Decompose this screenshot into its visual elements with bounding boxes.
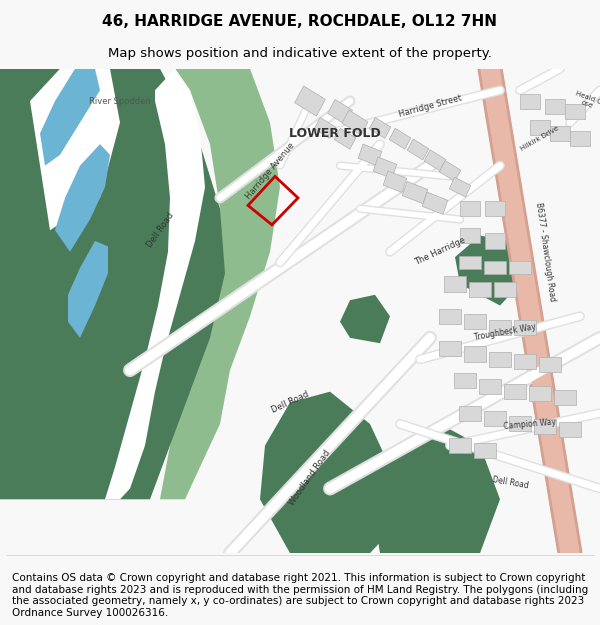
Bar	[554, 389, 576, 404]
Polygon shape	[455, 236, 520, 306]
Bar	[444, 276, 466, 291]
Polygon shape	[68, 241, 108, 338]
Text: 46, HARRIDGE AVENUE, ROCHDALE, OL12 7HN: 46, HARRIDGE AVENUE, ROCHDALE, OL12 7HN	[103, 14, 497, 29]
Bar	[545, 99, 565, 114]
Bar	[520, 94, 540, 109]
Text: LOWER FOLD: LOWER FOLD	[289, 127, 381, 140]
Bar	[295, 86, 325, 116]
Text: Harridge Avenue: Harridge Avenue	[244, 141, 296, 201]
Polygon shape	[105, 69, 205, 499]
Text: Hilkirk Drive: Hilkirk Drive	[520, 126, 560, 152]
Bar	[422, 192, 448, 214]
Bar	[383, 171, 407, 192]
Bar	[334, 128, 356, 149]
Polygon shape	[260, 392, 400, 553]
Text: Harridge Street: Harridge Street	[397, 94, 463, 119]
Bar	[474, 443, 496, 458]
Bar	[402, 181, 428, 204]
Polygon shape	[30, 69, 120, 230]
Bar	[485, 201, 505, 216]
Bar	[550, 126, 570, 141]
Text: Dell Road: Dell Road	[145, 211, 175, 249]
Bar	[485, 233, 505, 249]
Text: Map shows position and indicative extent of the property.: Map shows position and indicative extent…	[108, 48, 492, 61]
Bar	[539, 357, 561, 372]
Bar	[439, 341, 461, 356]
Bar	[509, 261, 531, 274]
Text: The Harridge: The Harridge	[413, 236, 467, 268]
Text: Troughbeck Way: Troughbeck Way	[473, 322, 536, 342]
Bar	[460, 228, 480, 243]
Bar	[373, 157, 397, 179]
Bar	[479, 379, 501, 394]
Bar	[509, 416, 531, 431]
Bar	[328, 99, 352, 124]
Bar	[314, 118, 336, 138]
Text: Woodland Road: Woodland Road	[287, 448, 332, 507]
Bar	[570, 131, 590, 146]
Bar	[449, 177, 470, 197]
Bar	[459, 406, 481, 421]
Bar	[559, 422, 581, 437]
Polygon shape	[40, 69, 100, 166]
Bar	[460, 201, 480, 216]
Bar	[514, 319, 536, 334]
Bar	[530, 121, 550, 136]
Polygon shape	[0, 69, 240, 499]
Bar	[424, 150, 446, 171]
Text: Heald Cl
ose: Heald Cl ose	[572, 90, 600, 112]
Polygon shape	[370, 424, 500, 553]
Bar	[369, 118, 391, 138]
Bar	[439, 309, 461, 324]
Bar	[439, 161, 461, 181]
Bar	[529, 386, 551, 401]
Bar	[358, 144, 382, 166]
Text: B6377 - Shawclough Road: B6377 - Shawclough Road	[533, 202, 556, 302]
Bar	[407, 139, 429, 160]
Text: Dell Road: Dell Road	[270, 390, 310, 415]
Text: Contains OS data © Crown copyright and database right 2021. This information is : Contains OS data © Crown copyright and d…	[12, 573, 588, 618]
Polygon shape	[160, 69, 280, 499]
Bar	[484, 261, 506, 274]
Bar	[449, 438, 471, 453]
Bar	[464, 314, 486, 329]
Bar	[504, 384, 526, 399]
Polygon shape	[55, 144, 110, 252]
Bar	[389, 128, 411, 149]
Bar	[464, 346, 486, 361]
Bar	[489, 319, 511, 334]
Bar	[454, 373, 476, 388]
Bar	[489, 352, 511, 367]
Bar	[469, 282, 491, 297]
Text: Campion Way: Campion Way	[503, 417, 557, 431]
Bar	[484, 411, 506, 426]
Bar	[565, 104, 585, 119]
Text: River Spodden: River Spodden	[89, 96, 151, 106]
Polygon shape	[340, 295, 390, 343]
Bar	[494, 282, 516, 297]
Bar	[342, 110, 368, 135]
Text: Dell Road: Dell Road	[491, 476, 529, 491]
Bar	[459, 256, 481, 269]
Polygon shape	[325, 451, 390, 510]
Bar	[534, 419, 556, 434]
Bar	[514, 354, 536, 369]
